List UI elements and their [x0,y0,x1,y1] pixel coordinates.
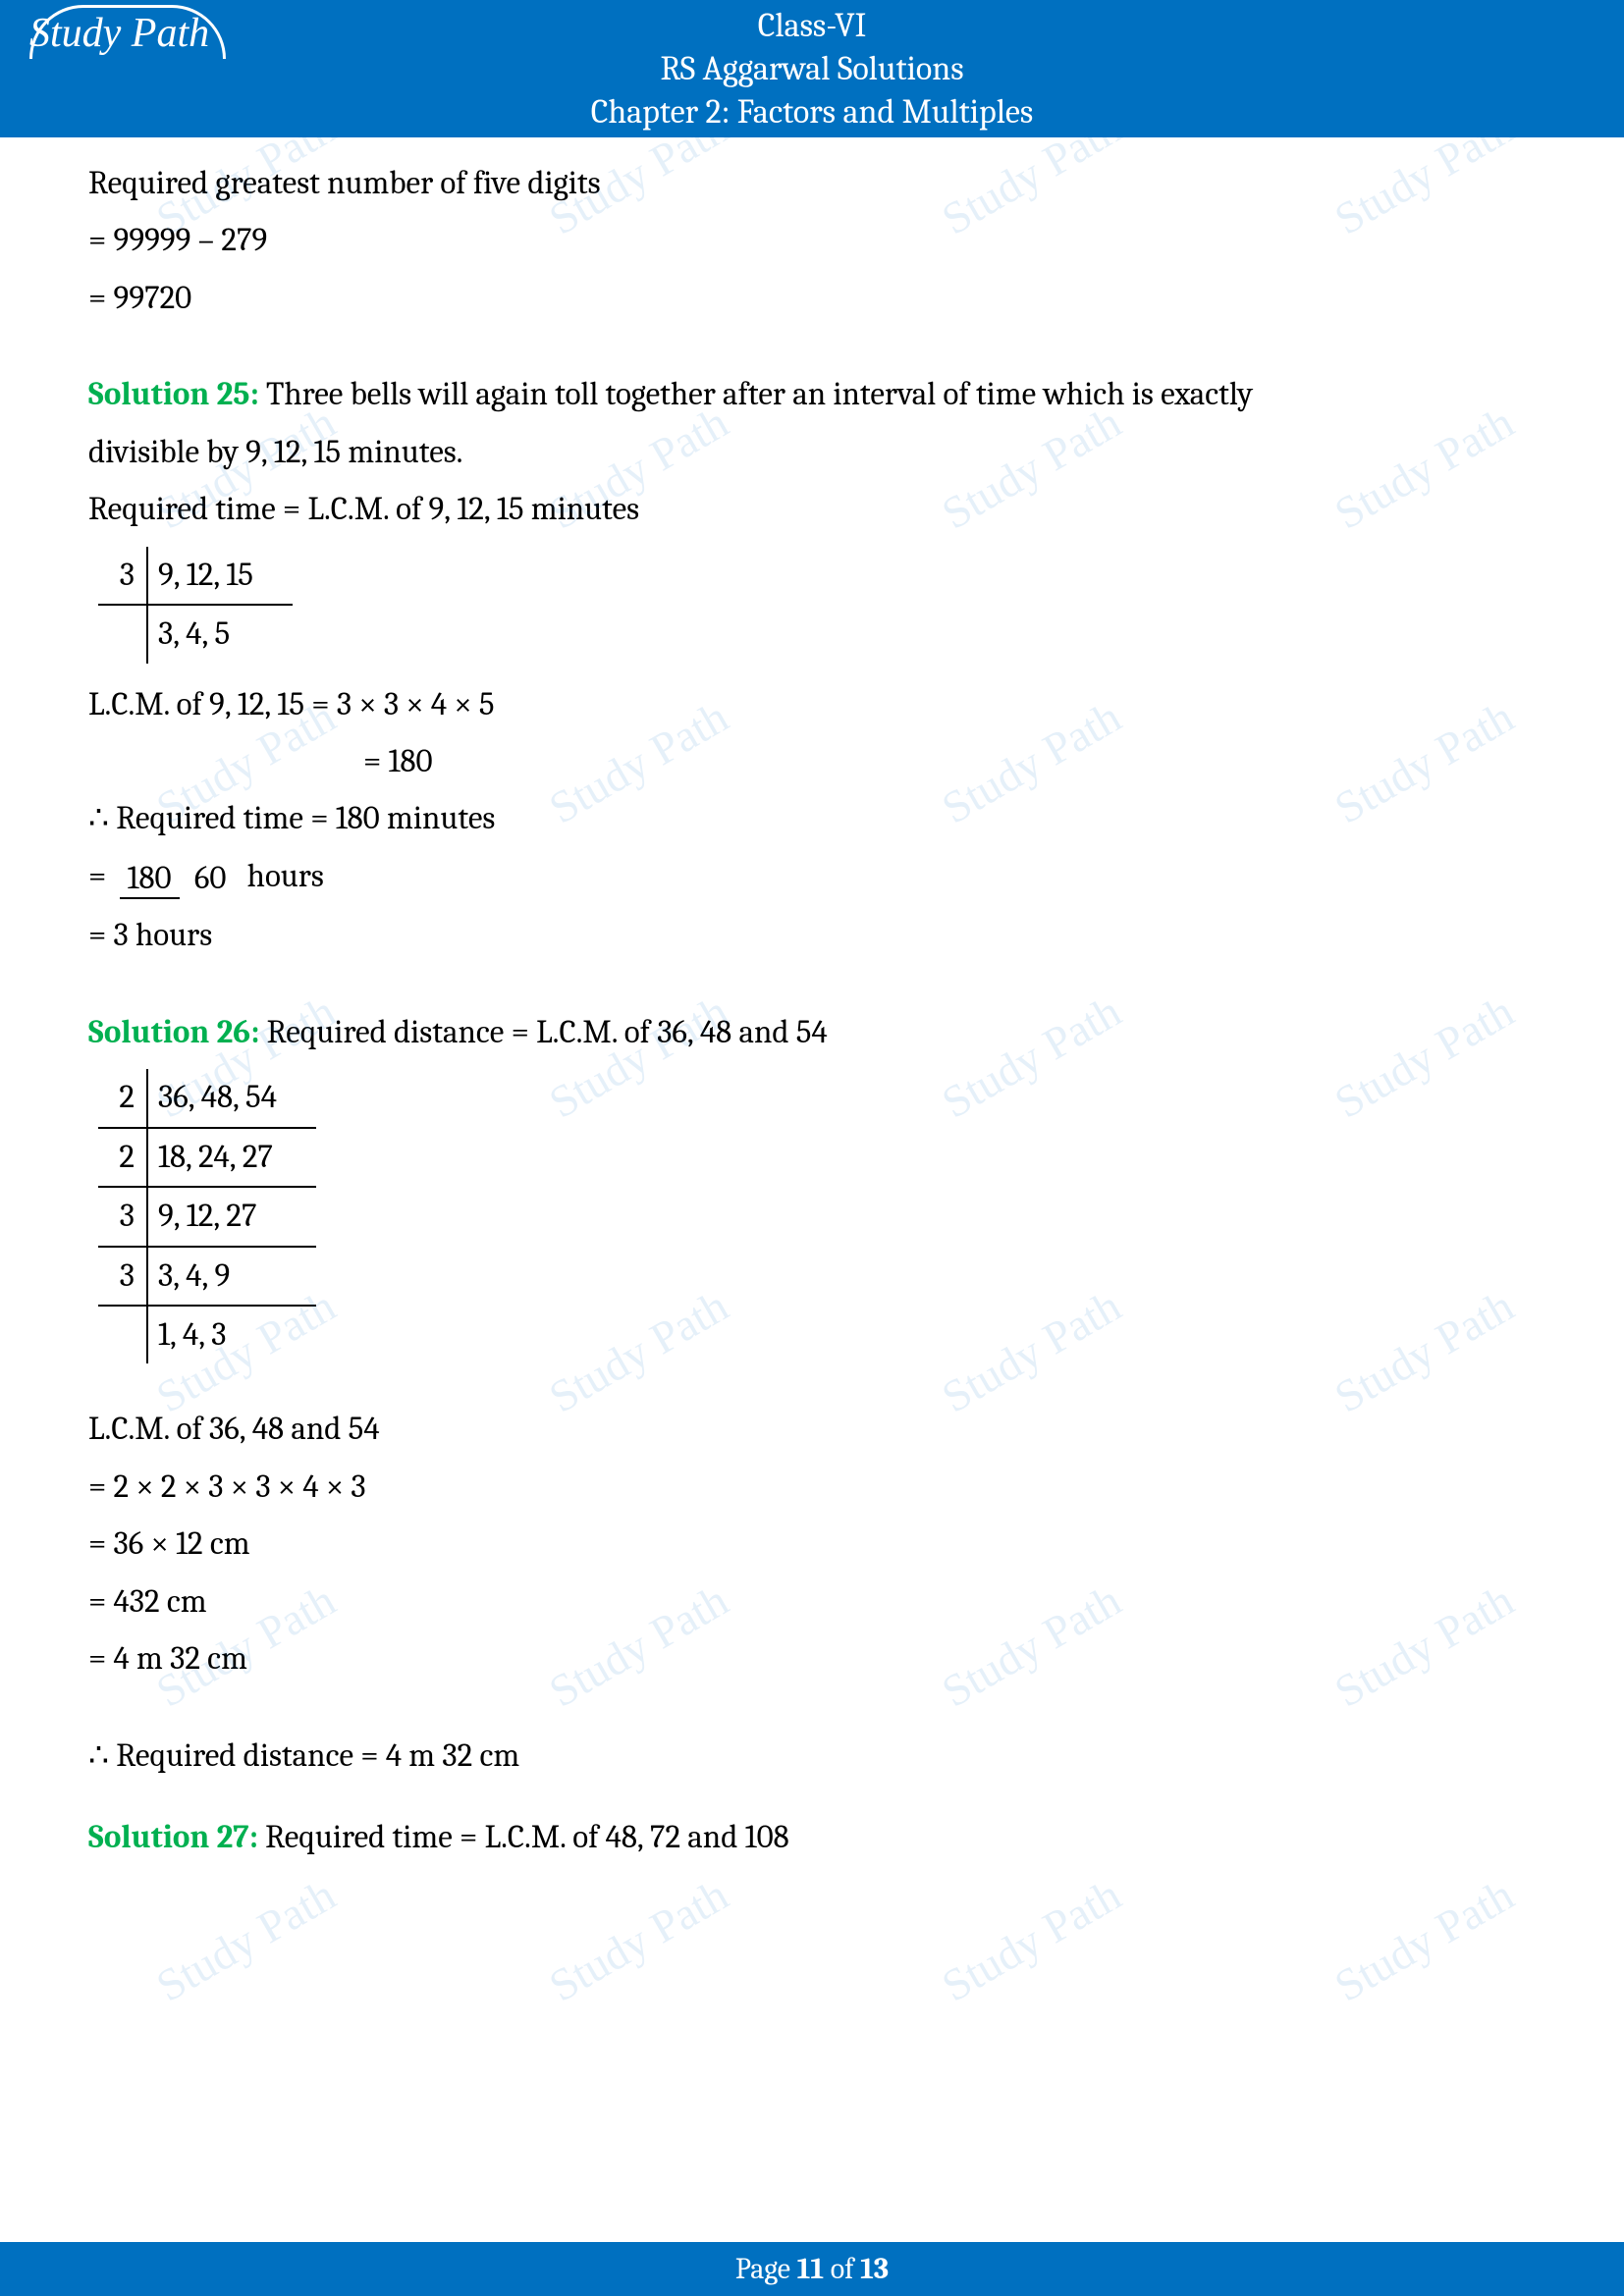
solution-27-text-1: Required time = L.C.M. of 48, 72 and 108 [258,1819,789,1856]
watermark-text: Study Path [147,1868,344,2011]
lcm-divisor: 2 [98,1069,147,1127]
fraction: 180 60 [120,852,235,905]
solution-27-line-1: Solution 27: Required time = L.C.M. of 4… [88,1811,1536,1864]
lcm-divisor: 3 [98,1187,147,1246]
solution-25-text-1: Three bells will again toll together aft… [259,376,1253,413]
solution-26-text-1: Required distance = L.C.M. of 36, 48 and… [259,1014,827,1051]
lcm-divisor [98,1306,147,1363]
lcm-values: 36, 48, 54 [147,1069,316,1127]
footer-prefix: Page [735,2252,797,2286]
solution-25-text-2: divisible by 9, 12, 15 minutes. [88,426,1536,479]
header-chapter: Chapter 2: Factors and Multiples [39,90,1585,133]
logo-arc [29,5,226,59]
page-footer: Page 11 of 13 [0,2242,1624,2296]
intro-line-3: = 99720 [88,272,1536,325]
table-row: 3 3, 4, 9 [98,1247,316,1306]
lcm-table-26: 236, 48, 54 218, 24, 27 3 9, 12, 27 3 3,… [98,1069,316,1363]
table-row: 3 9, 12, 15 [98,547,293,605]
table-row: 236, 48, 54 [98,1069,316,1127]
lcm-values: 1, 4, 3 [147,1306,316,1363]
watermark-text: Study Path [540,1868,736,2011]
solution-25-text-3: Required time = L.C.M. of 9, 12, 15 minu… [88,483,1536,536]
lcm-values: 18, 24, 27 [147,1128,316,1187]
solution-26-line-1: Solution 26: Required distance = L.C.M. … [88,1006,1536,1059]
solution-25-text-6: ∴ Required time = 180 minutes [88,792,1536,845]
solution-26-label: Solution 26: [88,1014,259,1051]
solution-25-fraction-line: = 180 60 hours [88,850,1536,906]
solution-25-label: Solution 25: [88,376,259,413]
lcm-values: 9, 12, 27 [147,1187,316,1246]
intro-line-1: Required greatest number of five digits [88,157,1536,210]
lcm-values: 3, 4, 5 [147,605,293,663]
solution-27-label: Solution 27: [88,1819,258,1856]
solution-25-line-1: Solution 25: Three bells will again toll… [88,368,1536,421]
solution-25-text-7: = 3 hours [88,909,1536,962]
lcm-divisor: 3 [98,1247,147,1306]
watermark-text: Study Path [1326,1868,1522,2011]
table-row: 3 9, 12, 27 [98,1187,316,1246]
lcm-divisor: 3 [98,547,147,605]
fraction-den: 60 [187,860,235,897]
solution-26-text-2: L.C.M. of 36, 48 and 54 [88,1403,1536,1456]
table-row: 3, 4, 5 [98,605,293,663]
lcm-divisor [98,605,147,663]
footer-page: 11 [797,2252,824,2286]
header-class: Class-VI [39,4,1585,47]
watermark-text: Study Path [933,1868,1129,2011]
lcm-values: 3, 4, 9 [147,1247,316,1306]
table-row: 218, 24, 27 [98,1128,316,1187]
solution-26-text-3: = 2 × 2 × 3 × 3 × 4 × 3 [88,1461,1536,1514]
solution-26-text-5: = 432 cm [88,1575,1536,1629]
logo: Study Path [29,10,209,57]
solution-26-text-4: = 36 × 12 cm [88,1518,1536,1571]
fraction-num: 180 [120,860,180,899]
header-book: RS Aggarwal Solutions [39,47,1585,90]
solution-25-text-4: L.C.M. of 9, 12, 15 = 3 × 3 × 4 × 5 [88,678,1536,731]
footer-mid: of [824,2252,860,2286]
fraction-suffix: hours [240,858,323,895]
lcm-values: 9, 12, 15 [147,547,293,605]
lcm-table-25: 3 9, 12, 15 3, 4, 5 [98,547,293,664]
solution-26-text-7: ∴ Required distance = 4 m 32 cm [88,1730,1536,1783]
solution-25-text-5: = 180 [88,735,1536,788]
page-header: Study Path Class-VI RS Aggarwal Solution… [0,0,1624,137]
table-row: 1, 4, 3 [98,1306,316,1363]
page-content: Required greatest number of five digits … [0,137,1624,1864]
intro-line-2: = 99999 – 279 [88,214,1536,267]
solution-26-text-6: = 4 m 32 cm [88,1632,1536,1685]
footer-total: 13 [860,2252,889,2286]
header-titles: Class-VI RS Aggarwal Solutions Chapter 2… [39,4,1585,134]
lcm-divisor: 2 [98,1128,147,1187]
